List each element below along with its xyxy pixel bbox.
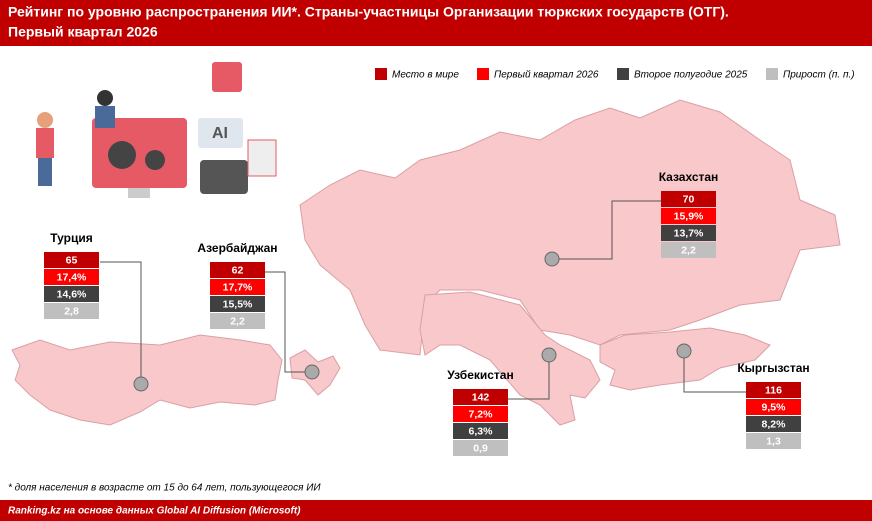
source: Ranking.kz на основе данных Global AI Di… [8,506,301,517]
title-line: Рейтинг по уровню распространения ИИ*. С… [8,4,729,20]
person-body [95,106,115,128]
value-label: 116 [765,384,782,396]
value-cell [746,416,801,432]
country-name: Кыргызстан [737,361,809,375]
value-cell [453,440,508,456]
value-label: 62 [232,264,244,276]
value-label: 6,3% [469,425,494,437]
legend: Место в мире Первый квартал 2026 Второе по… [375,68,855,81]
location-dot [676,343,692,359]
title-line: Первый квартал 2026 [8,24,158,40]
monitor [92,118,187,188]
legend-label: Первый квартал 2026 [494,70,599,81]
legend-label: Второе полугодие 2025 [634,70,748,81]
person-head [37,112,53,128]
value-box: 116 9,5% 8,2% 1,3 [746,382,801,449]
value-label: 14,6% [57,288,87,300]
gear [108,141,136,169]
location-dot [133,376,149,392]
value-label: 8,2% [762,418,787,430]
value-label: 0,9 [473,442,488,454]
value-cell [661,242,716,258]
value-label: 9,5% [762,401,787,413]
value-label: 15,5% [223,298,253,310]
value-label: 13,7% [674,227,704,239]
kazakhstan-shape [299,99,841,356]
legend-swatch [766,68,778,80]
value-cell [661,225,716,241]
value-label: 17,7% [223,281,253,293]
value-label: 2,2 [681,244,696,256]
connector [508,355,550,400]
value-cell [453,406,508,422]
ai-card [198,118,243,148]
value-box: 65 17,4% 14,6% 2,8 [44,252,99,319]
person-head [97,90,113,106]
map [11,99,841,426]
value-cell [210,279,265,295]
location-dot [541,347,557,363]
ai-text: AI [212,125,228,142]
value-cell [453,423,508,439]
person-body [36,128,54,158]
value-cell [44,286,99,302]
location-dot [544,251,560,267]
country-name: Турция [50,231,92,245]
title-bar [0,0,872,46]
database [200,160,248,194]
connector [100,261,142,384]
value-cell [746,382,801,398]
legend-label: Место в мире [392,70,459,81]
country-name: Азербайджан [197,241,277,255]
chip [212,62,242,92]
value-label: 142 [472,391,490,403]
value-cell [661,208,716,224]
value-label: 2,8 [64,305,79,317]
value-cell [44,252,99,268]
country-name: Узбекистан [447,368,513,382]
legend-label: Прирост (п. п.) [783,70,855,81]
callouts: Турция 65 17,4% 14,6% 2,8 Азербайджан 62 17,7% 1… [44,170,810,456]
illustration: AI [36,62,277,198]
value-cell [44,269,99,285]
value-box: 142 7,2% 6,3% 0,9 [453,389,508,456]
legend-swatch [617,68,629,80]
value-label: 2,2 [230,315,245,327]
document [247,139,277,177]
monitor-stand [128,188,150,198]
value-box: 70 15,9% 13,7% 2,2 [661,191,716,258]
value-cell [746,399,801,415]
location-dot [304,364,320,380]
value-cell [661,191,716,207]
legend-swatch [375,68,387,80]
connector [683,351,746,393]
person-legs [38,158,52,186]
value-cell [44,303,99,319]
connector [265,271,312,373]
gear [145,150,165,170]
value-cell [210,296,265,312]
value-label: 17,4% [57,271,87,283]
value-cell [453,389,508,405]
source-bar [0,500,872,521]
value-label: 65 [66,254,78,266]
value-label: 70 [683,193,695,205]
value-cell [210,313,265,329]
value-cell [746,433,801,449]
legend-swatch [477,68,489,80]
uzbekistan-shape [419,291,601,426]
value-label: 1,3 [766,435,781,447]
kyrgyzstan-shape [599,327,771,391]
connector [552,200,661,260]
value-label: 7,2% [469,408,494,420]
country-name: Казахстан [659,170,719,184]
value-box: 62 17,7% 15,5% 2,2 [210,262,265,329]
footnote: * доля населения в возрасте от 15 до 64 … [8,483,321,494]
value-cell [210,262,265,278]
value-label: 15,9% [674,210,704,222]
